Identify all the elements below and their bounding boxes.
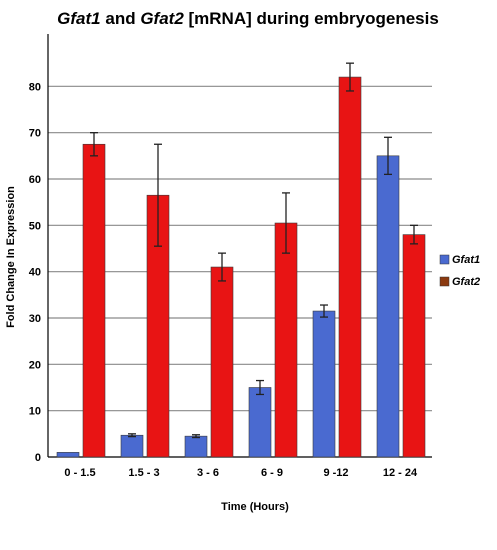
y-tick-label: 20 [29, 359, 41, 371]
y-tick-label: 80 [29, 81, 41, 93]
legend-label: Gfat1 [452, 254, 480, 266]
title-part: Gfat2 [140, 9, 184, 28]
y-tick-label: 70 [29, 128, 41, 140]
bar-gfat2 [82, 143, 106, 458]
title-part: and [101, 9, 141, 28]
y-tick-label: 10 [29, 406, 41, 418]
gridlines [48, 85, 432, 412]
bar-gfat1 [56, 452, 80, 458]
legend-label: Gfat2 [452, 276, 480, 288]
bar-gfat1 [376, 155, 400, 458]
y-tick-label: 0 [35, 452, 41, 464]
legend: Gfat1 Gfat2 [439, 254, 480, 288]
x-tick-label: 9 -12 [323, 467, 348, 479]
bar-gfat1 [184, 435, 208, 458]
y-tick-label: 50 [29, 220, 41, 232]
x-tick-label: 6 - 9 [261, 467, 283, 479]
y-tick-label: 60 [29, 174, 41, 186]
y-tick-label: 30 [29, 313, 41, 325]
bar-gfat2 [338, 76, 362, 458]
chart-title: Gfat1 and Gfat2 [mRNA] during embryogene… [57, 9, 439, 28]
bars [56, 76, 426, 458]
tick-labels: 0 10 20 30 40 50 60 70 80 0 - 1.5 1.5 - 3 3 - 6 6 - … [29, 81, 418, 479]
bar-gfat2 [210, 266, 234, 458]
error-bars [90, 62, 418, 439]
title-part: Gfat1 [57, 9, 100, 28]
x-tick-label: 3 - 6 [197, 467, 219, 479]
x-tick-label: 0 - 1.5 [64, 467, 95, 479]
axes [47, 34, 432, 458]
bar-gfat1 [120, 434, 144, 458]
y-axis-label: Fold Change In Expression [5, 186, 17, 328]
bar-gfat2 [274, 222, 298, 458]
bar-gfat1 [248, 387, 272, 458]
bar-gfat1 [312, 310, 336, 458]
legend-swatch [439, 276, 450, 287]
bar-gfat2 [402, 234, 426, 458]
y-tick-label: 40 [29, 267, 41, 279]
x-tick-label: 1.5 - 3 [128, 467, 159, 479]
x-tick-label: 12 - 24 [383, 467, 418, 479]
title-part: [mRNA] during embryogenesis [184, 9, 439, 28]
legend-swatch [439, 254, 450, 265]
x-axis-label: Time (Hours) [221, 501, 289, 513]
